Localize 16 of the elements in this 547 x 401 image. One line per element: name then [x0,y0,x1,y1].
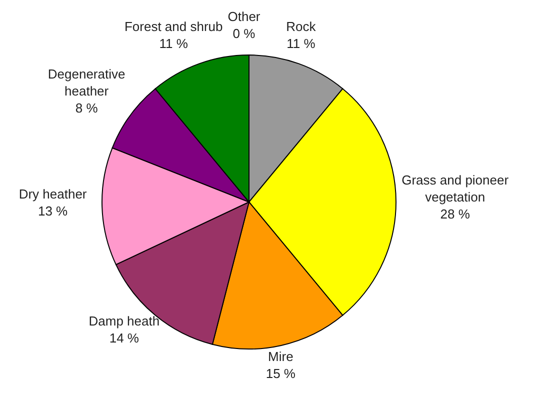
data-label: 13 % [38,203,68,218]
data-label: 14 % [109,330,140,346]
data-label: 28 % [440,206,470,222]
category-label: Other [228,9,260,24]
data-label: 8 % [75,100,98,116]
slice-label: Degenerative heather [48,66,126,98]
data-label: 15 % [266,366,296,381]
slice-label: Damp heath [88,314,160,329]
data-label: 11 % [286,36,316,52]
slice-label: Mire [268,348,294,364]
slice-label: Rock [286,19,316,34]
data-label: 11 % [159,36,188,52]
slice-label: Dry heather [18,186,88,202]
text: 0 % [232,26,256,41]
slice-label: Grass and pioneer vegetation [402,172,510,204]
slice-label: Forest and shrub [124,19,223,34]
